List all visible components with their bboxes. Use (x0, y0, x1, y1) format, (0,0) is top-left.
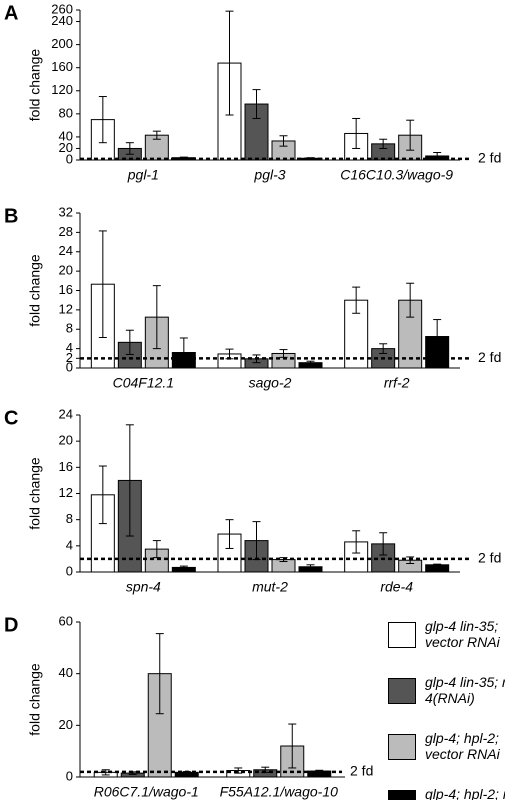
x-tick-label: C04F12.1 (113, 375, 174, 391)
panel-label: A (4, 2, 18, 24)
x-tick-label: spn-4 (126, 579, 161, 595)
y-tick-label: 0 (66, 768, 73, 783)
y-axis-label: fold change (27, 663, 43, 736)
y-axis-label: fold change (27, 254, 43, 327)
y-tick-label: 2 (66, 350, 73, 365)
y-tick-label: 12 (59, 485, 73, 500)
legend-label: glp-4; hpl-2; mes-4(RNAi) (425, 786, 505, 800)
y-tick-label: 8 (66, 321, 73, 336)
legend-swatch (388, 734, 416, 760)
x-tick-label: rde-4 (380, 579, 413, 595)
y-tick-label: 20 (59, 717, 73, 732)
y-tick-label: 32 (59, 204, 73, 219)
y-tick-label: 4 (66, 537, 73, 552)
legend-label: glp-4 lin-35; mes-4(RNAi) (425, 674, 505, 706)
panel-label: C (4, 407, 18, 429)
y-tick-label: 20 (59, 263, 73, 278)
y-tick-label: 24 (59, 243, 73, 258)
legend-label: glp-4 lin-35; vector RNAi (425, 618, 500, 650)
x-tick-label: pgl-3 (253, 167, 285, 183)
y-tick-label: 240 (51, 13, 73, 28)
x-tick-label: rrf-2 (384, 375, 410, 391)
x-tick-label: R06C7.1/wago-1 (94, 784, 199, 800)
legend-swatch (388, 622, 416, 648)
panel-label: B (4, 205, 18, 227)
y-axis-label: fold change (27, 49, 43, 122)
x-tick-label: F55A12.1/wago-10 (220, 784, 339, 800)
y-tick-label: 0 (66, 359, 73, 374)
y-tick-label: 40 (59, 665, 73, 680)
y-tick-label: 0 (66, 563, 73, 578)
y-tick-label: 160 (51, 59, 73, 74)
threshold-label: 2 fd (478, 349, 501, 365)
panel-label: D (4, 614, 18, 636)
y-tick-label: 260 (51, 1, 73, 16)
y-tick-label: 12 (59, 301, 73, 316)
legend-swatch (388, 678, 416, 704)
y-tick-label: 24 (59, 406, 73, 421)
x-tick-label: pgl-1 (127, 167, 159, 183)
x-tick-label: C16C10.3/wago-9 (340, 167, 453, 183)
y-axis-label: fold change (27, 457, 43, 530)
y-tick-label: 0 (66, 151, 73, 166)
y-tick-label: 20 (59, 140, 73, 155)
y-tick-label: 4 (66, 340, 73, 355)
y-tick-label: 60 (59, 613, 73, 628)
y-tick-label: 80 (59, 105, 73, 120)
threshold-label: 2 fd (478, 150, 501, 166)
legend-swatch (388, 790, 416, 800)
y-tick-label: 200 (51, 36, 73, 51)
x-tick-label: sago-2 (249, 375, 292, 391)
y-tick-label: 40 (59, 128, 73, 143)
y-tick-label: 120 (51, 82, 73, 97)
legend-label: glp-4; hpl-2; vector RNAi (425, 730, 500, 762)
x-tick-label: mut-2 (252, 579, 288, 595)
y-tick-label: 16 (59, 282, 73, 297)
threshold-label: 2 fd (350, 763, 373, 779)
threshold-label: 2 fd (478, 550, 501, 566)
y-tick-label: 28 (59, 224, 73, 239)
y-tick-label: 20 (59, 433, 73, 448)
y-tick-label: 8 (66, 511, 73, 526)
y-tick-label: 16 (59, 459, 73, 474)
